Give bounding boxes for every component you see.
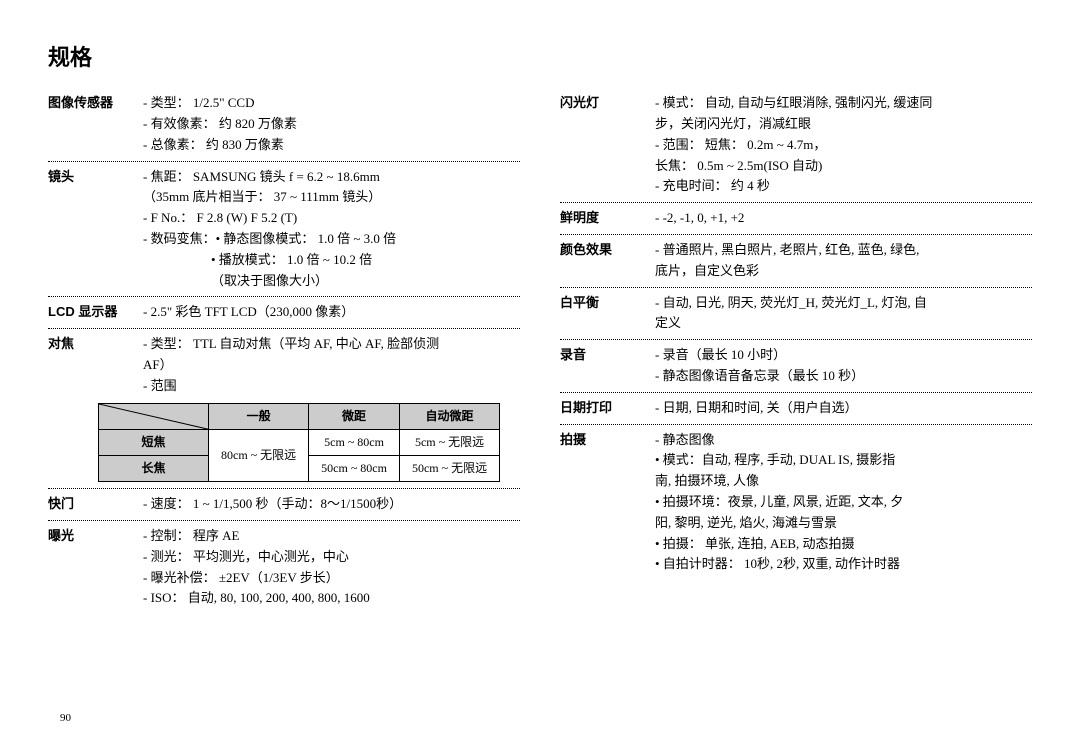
sensor-values: - 类型： 1/2.5" CCD - 有效像素： 约 820 万像素 - 总像素… bbox=[143, 93, 520, 155]
table-cell: 5cm ~ 无限远 bbox=[399, 429, 499, 455]
spec-columns: 图像传感器 - 类型： 1/2.5" CCD - 有效像素： 约 820 万像素… bbox=[48, 93, 1032, 613]
separator bbox=[560, 424, 1032, 425]
table-diag-cell bbox=[99, 403, 209, 429]
white-balance-label: 白平衡 bbox=[560, 293, 655, 314]
date-print-label: 日期打印 bbox=[560, 398, 655, 419]
page-title: 规格 bbox=[48, 40, 1032, 75]
sharpness-label: 鲜明度 bbox=[560, 208, 655, 229]
right-column: 闪光灯 - 模式： 自动, 自动与红眼消除, 强制闪光, 缓速同 步，关闭闪光灯… bbox=[560, 93, 1032, 613]
table-cell: 5cm ~ 80cm bbox=[309, 429, 400, 455]
date-print-values: - 日期, 日期和时间, 关（用户自选） bbox=[655, 398, 1032, 419]
separator bbox=[560, 392, 1032, 393]
flash-label: 闪光灯 bbox=[560, 93, 655, 114]
spec-date-print: 日期打印 - 日期, 日期和时间, 关（用户自选） bbox=[560, 398, 1032, 419]
shooting-label: 拍摄 bbox=[560, 430, 655, 451]
page-number: 90 bbox=[60, 710, 71, 728]
lens-values: - 焦距： SAMSUNG 镜头 f = 6.2 ~ 18.6mm （35mm … bbox=[143, 167, 520, 292]
lcd-values: - 2.5" 彩色 TFT LCD（230,000 像素） bbox=[143, 302, 520, 323]
focus-label: 对焦 bbox=[48, 334, 143, 355]
recording-label: 录音 bbox=[560, 345, 655, 366]
separator bbox=[48, 520, 520, 521]
table-header: 微距 bbox=[309, 403, 400, 429]
separator bbox=[48, 296, 520, 297]
table-cell: 80cm ~ 无限远 bbox=[209, 429, 309, 481]
table-row-head: 长焦 bbox=[99, 455, 209, 481]
separator bbox=[48, 488, 520, 489]
sharpness-values: - -2, -1, 0, +1, +2 bbox=[655, 208, 1032, 229]
separator bbox=[48, 328, 520, 329]
spec-shooting: 拍摄 - 静态图像 • 模式：自动, 程序, 手动, DUAL IS, 摄影指 … bbox=[560, 430, 1032, 576]
separator bbox=[560, 234, 1032, 235]
left-column: 图像传感器 - 类型： 1/2.5" CCD - 有效像素： 约 820 万像素… bbox=[48, 93, 520, 613]
sensor-label: 图像传感器 bbox=[48, 93, 143, 114]
separator bbox=[560, 202, 1032, 203]
spec-color-effect: 颜色效果 - 普通照片, 黑白照片, 老照片, 红色, 蓝色, 绿色, 底片，自… bbox=[560, 240, 1032, 282]
spec-white-balance: 白平衡 - 自动, 日光, 阴天, 荧光灯_H, 荧光灯_L, 灯泡, 自 定义 bbox=[560, 293, 1032, 335]
table-row-head: 短焦 bbox=[99, 429, 209, 455]
spec-recording: 录音 - 录音（最长 10 小时） - 静态图像语音备忘录（最长 10 秒） bbox=[560, 345, 1032, 387]
table-cell: 50cm ~ 无限远 bbox=[399, 455, 499, 481]
lcd-label: LCD 显示器 bbox=[48, 302, 143, 323]
spec-lcd: LCD 显示器 - 2.5" 彩色 TFT LCD（230,000 像素） bbox=[48, 302, 520, 323]
exposure-label: 曝光 bbox=[48, 526, 143, 547]
white-balance-values: - 自动, 日光, 阴天, 荧光灯_H, 荧光灯_L, 灯泡, 自 定义 bbox=[655, 293, 1032, 335]
spec-shutter: 快门 - 速度： 1 ~ 1/1,500 秒（手动：8～1/1500秒） bbox=[48, 494, 520, 515]
separator bbox=[560, 339, 1032, 340]
table-header: 自动微距 bbox=[399, 403, 499, 429]
color-effect-label: 颜色效果 bbox=[560, 240, 655, 261]
focus-range-table: 一般 微距 自动微距 短焦 80cm ~ 无限远 5cm ~ 80cm 5cm … bbox=[98, 403, 500, 483]
color-effect-values: - 普通照片, 黑白照片, 老照片, 红色, 蓝色, 绿色, 底片，自定义色彩 bbox=[655, 240, 1032, 282]
spec-sharpness: 鲜明度 - -2, -1, 0, +1, +2 bbox=[560, 208, 1032, 229]
lens-label: 镜头 bbox=[48, 167, 143, 188]
spec-sensor: 图像传感器 - 类型： 1/2.5" CCD - 有效像素： 约 820 万像素… bbox=[48, 93, 520, 155]
spec-exposure: 曝光 - 控制： 程序 AE - 测光： 平均测光，中心测光，中心 - 曝光补偿… bbox=[48, 526, 520, 609]
exposure-values: - 控制： 程序 AE - 测光： 平均测光，中心测光，中心 - 曝光补偿： ±… bbox=[143, 526, 520, 609]
separator bbox=[560, 287, 1032, 288]
shutter-label: 快门 bbox=[48, 494, 143, 515]
spec-focus: 对焦 - 类型： TTL 自动对焦（平均 AF, 中心 AF, 脸部侦测 AF）… bbox=[48, 334, 520, 396]
spec-lens: 镜头 - 焦距： SAMSUNG 镜头 f = 6.2 ~ 18.6mm （35… bbox=[48, 167, 520, 292]
flash-values: - 模式： 自动, 自动与红眼消除, 强制闪光, 缓速同 步，关闭闪光灯，消减红… bbox=[655, 93, 1032, 197]
table-cell: 50cm ~ 80cm bbox=[309, 455, 400, 481]
table-header: 一般 bbox=[209, 403, 309, 429]
shutter-values: - 速度： 1 ~ 1/1,500 秒（手动：8～1/1500秒） bbox=[143, 494, 520, 515]
shooting-values: - 静态图像 • 模式：自动, 程序, 手动, DUAL IS, 摄影指 南, … bbox=[655, 430, 1032, 576]
focus-values: - 类型： TTL 自动对焦（平均 AF, 中心 AF, 脸部侦测 AF） - … bbox=[143, 334, 520, 396]
separator bbox=[48, 161, 520, 162]
recording-values: - 录音（最长 10 小时） - 静态图像语音备忘录（最长 10 秒） bbox=[655, 345, 1032, 387]
spec-flash: 闪光灯 - 模式： 自动, 自动与红眼消除, 强制闪光, 缓速同 步，关闭闪光灯… bbox=[560, 93, 1032, 197]
